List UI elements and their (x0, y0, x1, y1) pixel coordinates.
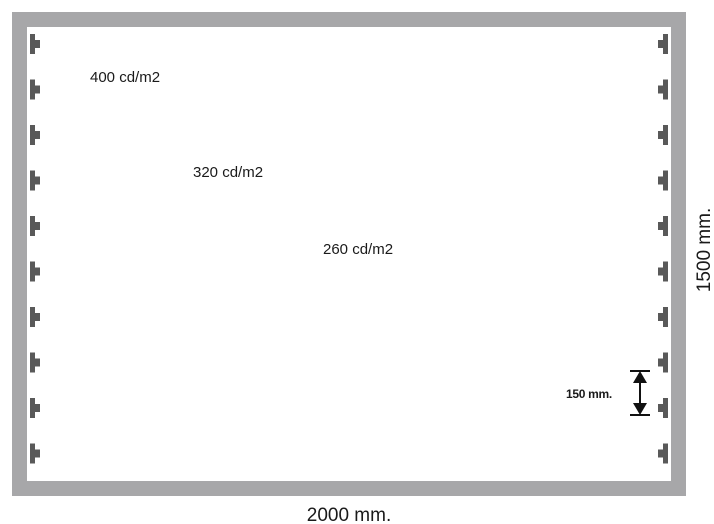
spacing-arrowhead-down (633, 403, 647, 415)
led-marker-right-2 (658, 79, 668, 100)
led-marker-right-10 (658, 443, 668, 464)
led-strip-left (30, 34, 40, 464)
spacing-arrowhead-up (633, 371, 647, 383)
led-marker-left-1 (30, 34, 40, 54)
led-marker-right-5 (658, 216, 668, 236)
light-panel (27, 27, 671, 481)
luminance-label-3: 260 cd/m2 (323, 241, 393, 258)
led-marker-left-9 (30, 398, 40, 418)
led-strip-right (658, 34, 668, 464)
led-marker-left-7 (30, 307, 40, 327)
led-marker-right-8 (658, 352, 668, 373)
led-marker-left-2 (30, 79, 40, 100)
led-marker-right-3 (658, 125, 668, 145)
led-marker-right-9 (658, 398, 668, 418)
led-marker-left-6 (30, 261, 40, 282)
led-marker-left-10 (30, 443, 40, 464)
led-marker-right-1 (658, 34, 668, 54)
luminance-label-1: 400 cd/m2 (90, 69, 160, 86)
led-marker-left-4 (30, 170, 40, 191)
led-marker-right-7 (658, 307, 668, 327)
led-marker-right-4 (658, 170, 668, 191)
height-dimension-label: 1500 mm. (694, 208, 714, 292)
width-dimension-label: 2000 mm. (307, 505, 391, 524)
led-marker-left-8 (30, 352, 40, 373)
led-marker-right-6 (658, 261, 668, 282)
spacing-label: 150 mm. (566, 387, 612, 401)
luminance-label-2: 320 cd/m2 (193, 164, 263, 181)
led-marker-left-5 (30, 216, 40, 236)
led-marker-left-3 (30, 125, 40, 145)
spacing-dimension (630, 370, 650, 416)
